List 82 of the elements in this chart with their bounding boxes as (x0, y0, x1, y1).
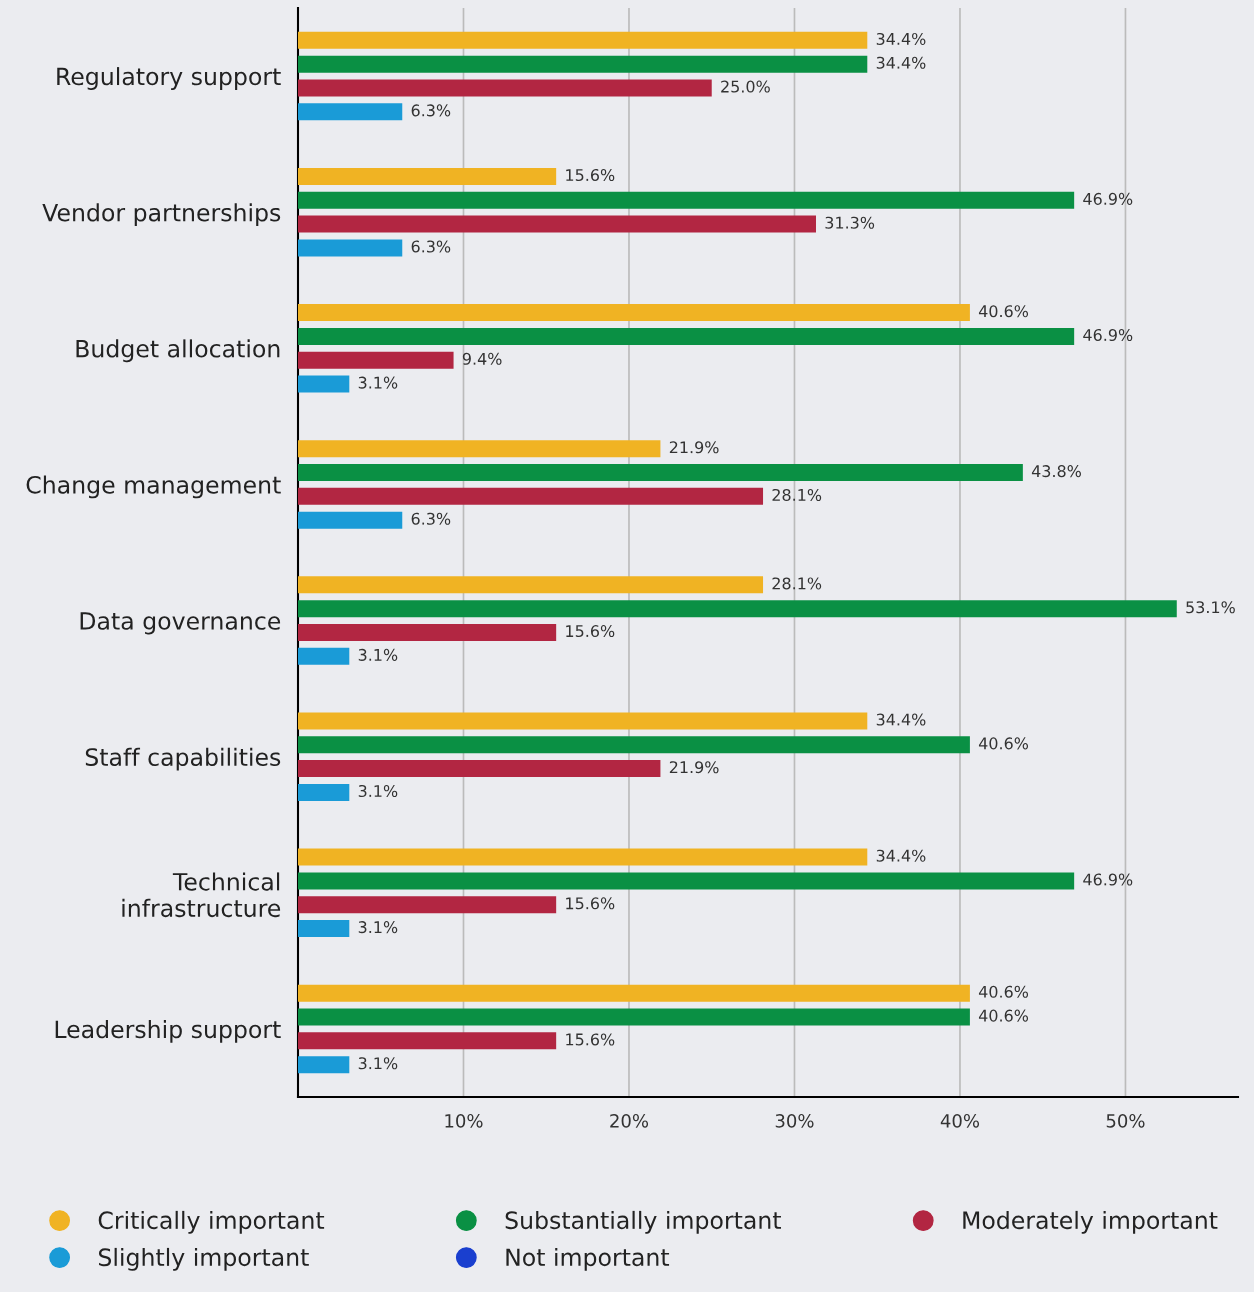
data-label: 40.6% (978, 1009, 1029, 1022)
x-tick-label: 10% (445, 1113, 483, 1128)
bar (298, 896, 557, 914)
bar (298, 487, 764, 505)
x-tick-label: 20% (610, 1113, 649, 1128)
bar (298, 351, 454, 369)
bar (298, 375, 350, 393)
data-label: 46.9% (1083, 328, 1133, 342)
data-label: 15.6% (566, 1033, 615, 1046)
bar (298, 783, 350, 801)
bar (298, 647, 350, 665)
bar (298, 167, 557, 185)
legend-label: Critically important (98, 1210, 325, 1234)
data-label: 40.6% (978, 305, 1029, 318)
bar (298, 576, 764, 594)
x-tick-label: 50% (1106, 1113, 1145, 1128)
data-label: 53.1% (1186, 601, 1235, 614)
bar (298, 215, 816, 233)
legend-label: Substantially important (505, 1210, 782, 1234)
bar (298, 736, 970, 754)
x-tick-label: 30% (775, 1113, 814, 1128)
data-label: 3.1% (358, 1057, 398, 1070)
bar (298, 79, 712, 97)
y-tick-label: Budget allocation (76, 339, 280, 363)
bar (298, 511, 403, 529)
bar (298, 31, 868, 49)
data-label: 28.1% (772, 488, 822, 501)
bar (298, 600, 1177, 618)
data-label: 34.4% (876, 56, 926, 69)
bar (298, 984, 970, 1002)
x-tick-label: 40% (940, 1113, 980, 1128)
data-label: 43.8% (1031, 465, 1081, 478)
bar (298, 103, 403, 121)
data-label: 34.4% (876, 713, 926, 726)
data-label: 28.1% (772, 577, 822, 590)
data-label: 25.0% (721, 80, 770, 93)
y-tick-label: Technical infrastructure (122, 872, 281, 918)
y-tick-label: Vendor partnerships (42, 203, 281, 227)
y-tick-label: Change management (26, 475, 281, 499)
bar (298, 712, 868, 730)
data-label: 40.6% (978, 737, 1029, 750)
bar (298, 623, 557, 641)
data-label: 3.1% (358, 376, 398, 389)
bar (298, 1056, 350, 1074)
data-label: 15.6% (566, 625, 615, 638)
bar (298, 191, 1075, 209)
data-label: 9.4% (462, 352, 502, 365)
bar (298, 1008, 970, 1026)
bar (298, 440, 661, 458)
bar (298, 760, 661, 778)
data-label: 3.1% (358, 921, 398, 934)
bar (298, 464, 1023, 482)
bar (298, 55, 868, 73)
bar (298, 327, 1075, 345)
bar (298, 239, 403, 257)
bar (298, 920, 350, 938)
data-label: 6.3% (411, 512, 451, 525)
data-label: 21.9% (669, 441, 719, 454)
legend-label: Not important (506, 1247, 670, 1271)
y-tick-label: Regulatory support (57, 67, 281, 90)
data-label: 3.1% (358, 648, 398, 661)
data-label: 15.6% (566, 897, 615, 910)
data-label: 40.6% (978, 985, 1029, 998)
bar (298, 848, 868, 866)
data-label: 6.3% (411, 104, 451, 117)
y-tick-label: Data governance (80, 612, 281, 635)
data-label: 46.9% (1083, 192, 1133, 205)
legend-label: Slightly important (98, 1247, 309, 1271)
data-label: 31.3% (825, 216, 875, 229)
y-tick-label: Staff capabilities (85, 747, 281, 771)
data-label: 34.4% (876, 32, 926, 45)
data-label: 15.6% (566, 169, 615, 182)
data-label: 6.3% (411, 240, 451, 253)
data-label: 3.1% (358, 784, 398, 798)
bar (298, 1032, 557, 1050)
bar (298, 304, 970, 322)
data-label: 21.9% (669, 761, 719, 774)
y-tick-label: Leadership support (55, 1019, 281, 1043)
data-label: 34.4% (876, 849, 926, 862)
data-label: 46.9% (1083, 873, 1133, 886)
legend-label: Moderately important (963, 1210, 1218, 1234)
bar (298, 872, 1075, 890)
